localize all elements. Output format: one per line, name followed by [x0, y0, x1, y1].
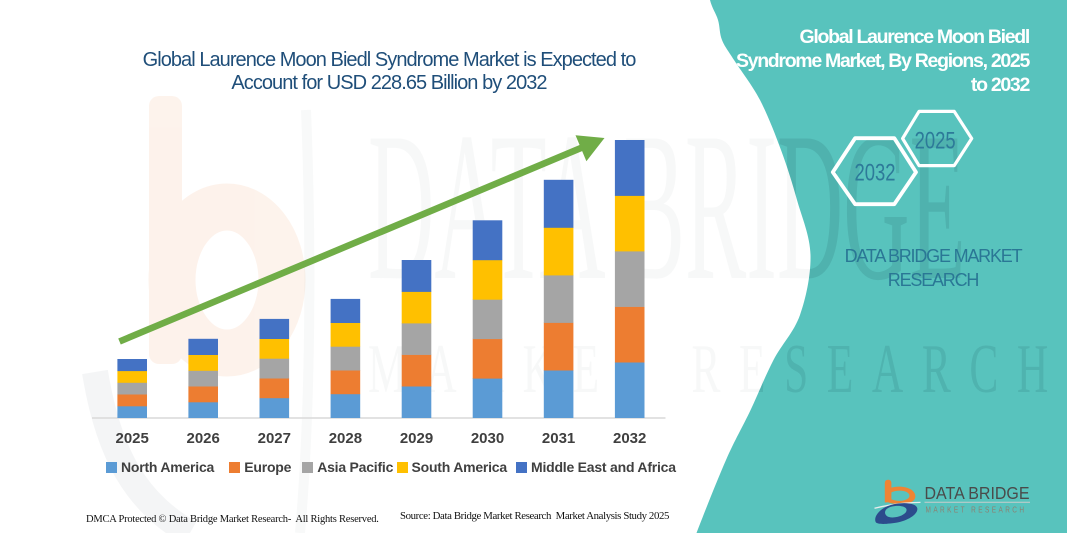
svg-text:2032: 2032 — [855, 160, 896, 187]
svg-text:DATA BRIDGE: DATA BRIDGE — [925, 483, 1030, 503]
svg-text:MARKET RESEARCH: MARKET RESEARCH — [926, 506, 1027, 515]
svg-text:2025: 2025 — [915, 127, 956, 154]
